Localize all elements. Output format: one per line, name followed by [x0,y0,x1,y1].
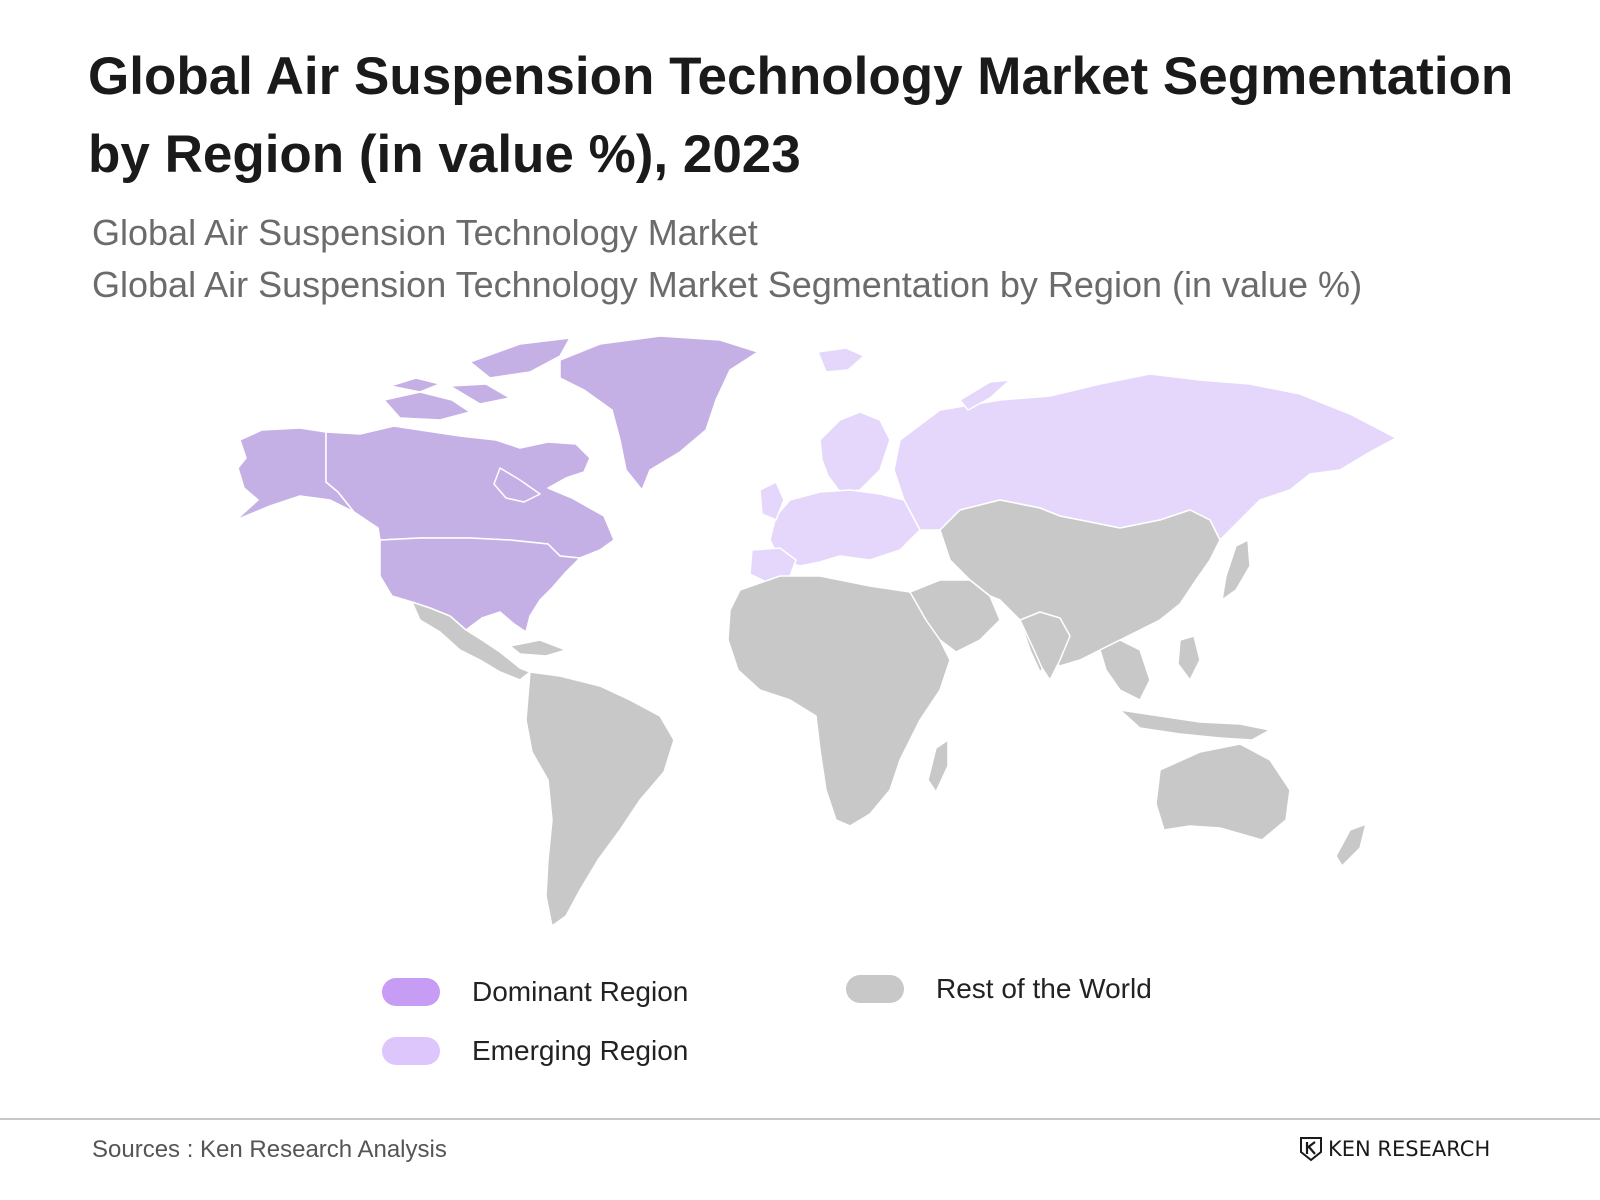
region-south-america [525,671,675,927]
region-india [1019,611,1071,681]
region-british-isles [759,481,785,521]
region-canada [325,425,615,559]
chart-title: Global Air Suspension Technology Market … [88,47,1514,184]
legend-swatch-dominant [382,978,440,1006]
region-madagascar [927,739,949,793]
region-usa [379,537,581,633]
region-western-europe [769,489,921,567]
region-asia [939,499,1221,673]
region-japan [1221,539,1251,601]
legend-label-dominant: Dominant Region [472,976,689,1007]
region-scandinavia [819,411,891,493]
region-middle-east [909,579,1001,653]
sources-note: Sources : Ken Research Analysis [92,1136,447,1163]
footer-divider [0,1118,1600,1120]
legend-label-emerging: Emerging Region [472,1035,689,1066]
subtitle-market: Global Air Suspension Technology Market [92,212,758,253]
region-arctic-islands [383,337,571,421]
region-alaska [235,427,355,521]
legend-label-rest: Rest of the World [936,973,1152,1004]
region-australia [1155,743,1291,841]
legend-item-dominant: Dominant Region [382,976,688,1008]
legend-swatch-emerging [382,1037,440,1065]
region-novaya-zemlya [959,379,1011,411]
brand-name: KEN RESEARCH [1328,1137,1491,1161]
region-southeast-asia [1099,639,1151,701]
legend-item-rest: Rest of the World [846,973,1152,1005]
legend-swatch-rest [846,975,904,1003]
region-africa [727,575,951,827]
region-philippines [1177,635,1201,681]
ken-research-logo-icon [1300,1137,1322,1162]
subtitle-segmentation: Global Air Suspension Technology Market … [92,264,1363,305]
region-greenland [559,335,759,491]
region-svalbard [817,347,865,373]
region-indonesia [1119,709,1271,741]
legend-item-emerging: Emerging Region [382,1035,688,1067]
region-new-zealand [1335,823,1367,867]
brand-logo: KEN RESEARCH [1298,1136,1490,1162]
region-caribbean [509,639,567,657]
